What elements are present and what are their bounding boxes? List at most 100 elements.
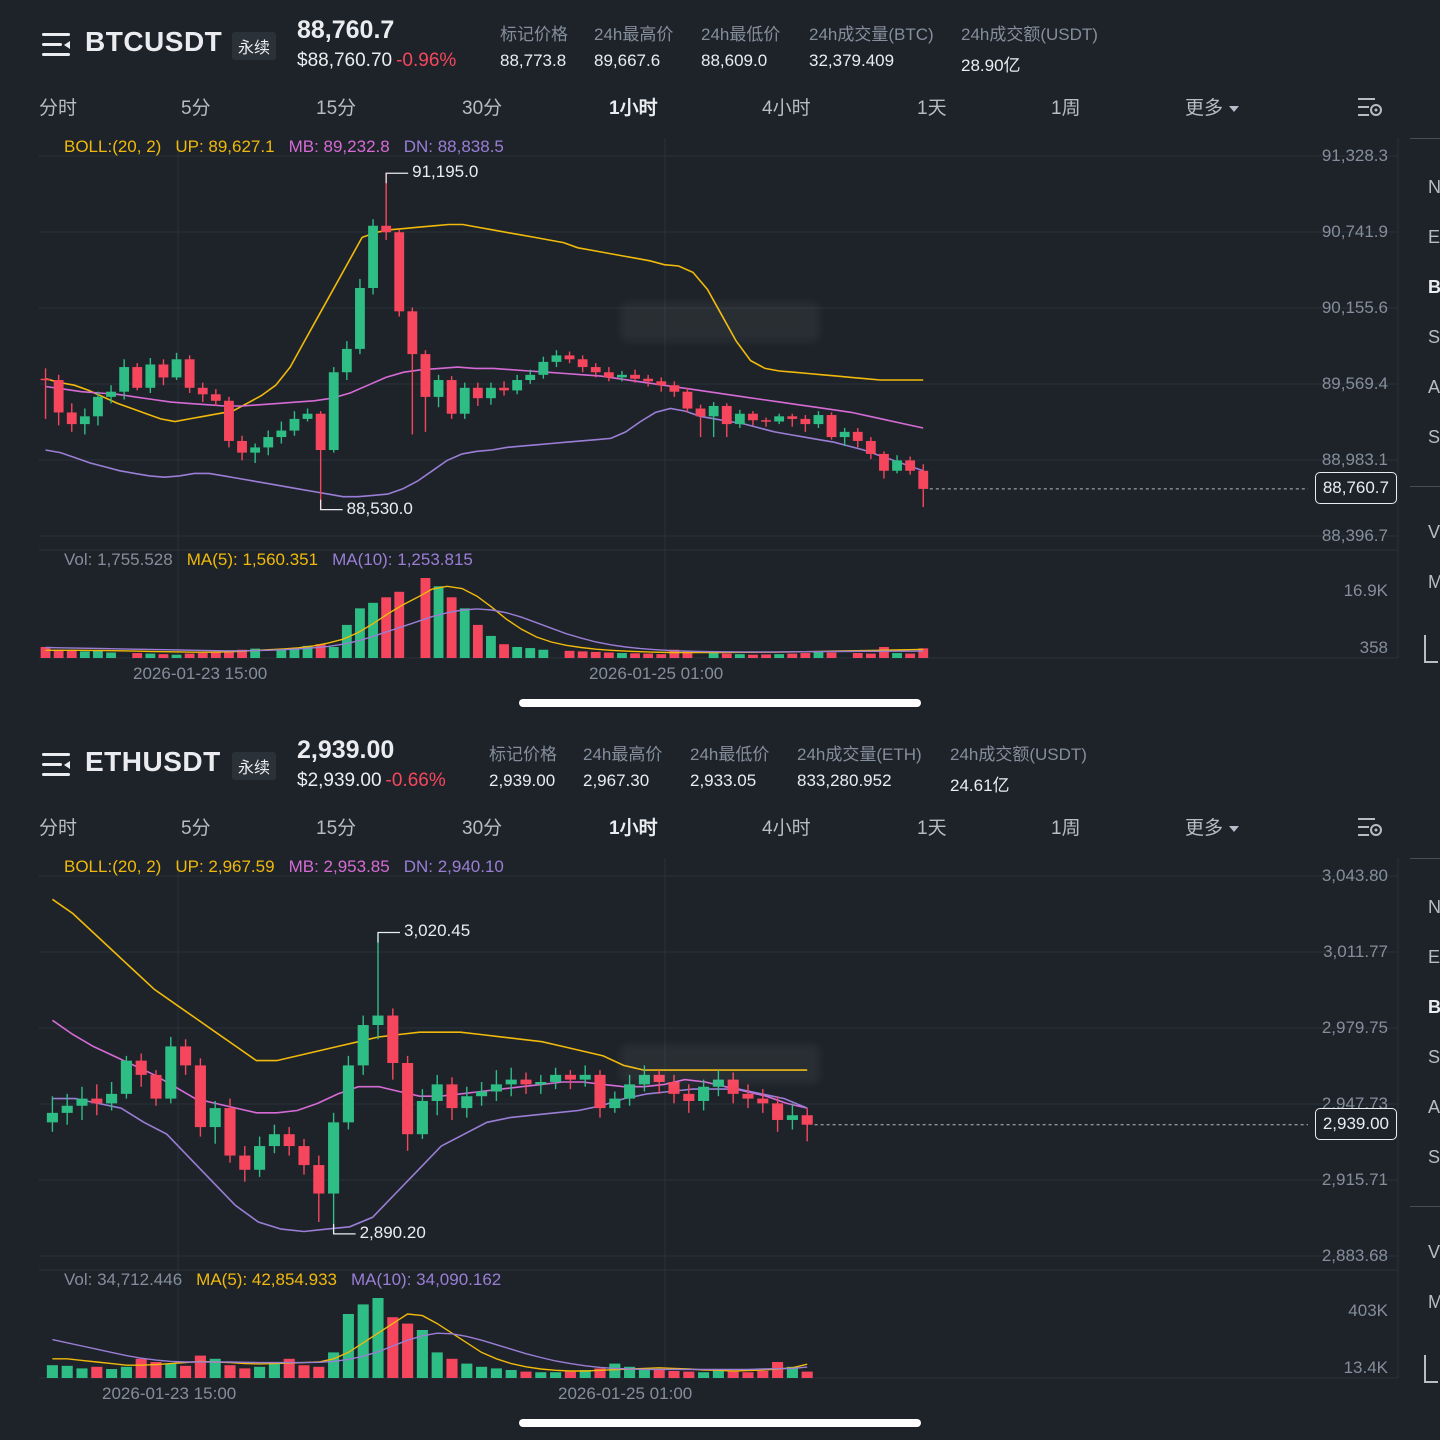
volume-ma10-line bbox=[45, 608, 924, 653]
volume-bar bbox=[852, 653, 863, 658]
tab-timeframe[interactable]: 更多 bbox=[1185, 93, 1240, 120]
volume-bar bbox=[387, 1317, 399, 1378]
volume-axis-label: 13.4K bbox=[1343, 1358, 1388, 1377]
tab-timeframe[interactable]: 1周 bbox=[1051, 93, 1081, 120]
candle-body bbox=[145, 364, 156, 388]
menu-lines-icon[interactable] bbox=[42, 32, 74, 58]
tab-label: 15分 bbox=[316, 818, 357, 839]
candle-body bbox=[698, 1086, 710, 1101]
volume-bar bbox=[368, 602, 378, 658]
volume-bar bbox=[879, 646, 889, 658]
candle-body bbox=[224, 400, 234, 441]
candle-body bbox=[721, 405, 732, 425]
volume-bar bbox=[66, 650, 77, 658]
tab-timeframe[interactable]: 5分 bbox=[181, 93, 211, 120]
candle-body bbox=[712, 1079, 724, 1087]
tab-timeframe[interactable]: 1小时 bbox=[609, 813, 658, 840]
tab-timeframe[interactable]: 1天 bbox=[917, 813, 947, 840]
tab-timeframe[interactable]: 30分 bbox=[462, 813, 502, 840]
scroll-indicator[interactable] bbox=[519, 1419, 921, 1427]
candle-body bbox=[46, 1112, 58, 1123]
y-axis-label: 89,569.4 bbox=[1321, 374, 1388, 393]
candle-body bbox=[594, 1074, 606, 1109]
volume-bar bbox=[276, 649, 287, 658]
candle-body bbox=[446, 1084, 458, 1109]
high-marker bbox=[385, 172, 409, 184]
symbol-title[interactable]: BTCUSDT bbox=[85, 26, 223, 57]
stat-item: 24h最高价 89,667.6 bbox=[594, 20, 673, 71]
volume-bar bbox=[538, 649, 549, 658]
tab-timeframe[interactable]: 分时 bbox=[39, 93, 77, 120]
candle-body bbox=[748, 413, 758, 421]
volume-bar bbox=[668, 1370, 680, 1378]
volume-bar bbox=[905, 653, 916, 658]
candle-body bbox=[786, 1115, 798, 1120]
menu-lines-icon[interactable] bbox=[42, 752, 74, 778]
candle-body bbox=[431, 1084, 443, 1101]
tab-timeframe[interactable]: 15分 bbox=[316, 813, 356, 840]
tab-timeframe[interactable]: 15分 bbox=[316, 93, 356, 120]
candle-body bbox=[40, 378, 51, 381]
volume-bar bbox=[594, 1368, 606, 1378]
tab-timeframe[interactable]: 4小时 bbox=[762, 813, 811, 840]
candle-body bbox=[210, 394, 221, 401]
tab-timeframe[interactable]: 分时 bbox=[39, 813, 77, 840]
tab-timeframe[interactable]: 1小时 bbox=[609, 93, 658, 120]
chart-bar-icon[interactable] bbox=[1424, 1355, 1438, 1383]
tab-timeframe[interactable]: 更多 bbox=[1185, 813, 1240, 840]
y-axis-label: 2,915.71 bbox=[1321, 1170, 1388, 1189]
chart-settings-icon[interactable] bbox=[1357, 816, 1383, 838]
chart-settings-icon[interactable] bbox=[1357, 96, 1383, 118]
candle-body bbox=[603, 372, 614, 378]
candle-body bbox=[158, 364, 169, 378]
candle-body bbox=[150, 1074, 162, 1099]
candle-body bbox=[564, 1074, 576, 1080]
eth-panel: ETHUSDT 永续 2,939.00 $2,939.00 -0.66% 标记价格 2,93… bbox=[0, 720, 1440, 1440]
volume-bar bbox=[313, 1366, 325, 1378]
candle-body bbox=[209, 1108, 221, 1128]
x-axis-label: 2026-01-25 01:00 bbox=[558, 1384, 693, 1403]
candle-body bbox=[774, 416, 785, 422]
boll-name: BOLL:(20, 2) bbox=[64, 857, 162, 876]
tab-timeframe[interactable]: 5分 bbox=[181, 813, 211, 840]
candle-body bbox=[446, 380, 457, 414]
volume-bar bbox=[742, 1372, 754, 1378]
price-chart[interactable] bbox=[0, 720, 1440, 1440]
candle-body bbox=[132, 367, 143, 388]
tab-timeframe[interactable]: 4小时 bbox=[762, 93, 811, 120]
boll-up-line bbox=[45, 223, 924, 423]
price-chart[interactable] bbox=[0, 0, 1440, 720]
tab-timeframe[interactable]: 1天 bbox=[917, 93, 947, 120]
chart-bar-icon[interactable] bbox=[1424, 635, 1438, 663]
volume-bar bbox=[564, 650, 575, 658]
volume-bar bbox=[209, 1358, 221, 1378]
candle-body bbox=[106, 391, 116, 397]
y-axis-label: 3,043.80 bbox=[1321, 866, 1388, 885]
symbol-title[interactable]: ETHUSDT bbox=[85, 746, 221, 777]
candle-body bbox=[341, 348, 352, 373]
volume-ma10-line bbox=[52, 1332, 808, 1371]
candle-body bbox=[79, 416, 90, 425]
tab-timeframe[interactable]: 30分 bbox=[462, 93, 502, 120]
tab-label: 4小时 bbox=[762, 818, 811, 839]
stat-value: 88,609.0 bbox=[701, 51, 768, 70]
side-label: N bbox=[1428, 177, 1440, 197]
tab-label: 1小时 bbox=[609, 818, 658, 839]
y-axis-label: 2,979.75 bbox=[1321, 1018, 1388, 1037]
tab-timeframe[interactable]: 1周 bbox=[1051, 813, 1081, 840]
volume-bar bbox=[91, 1366, 103, 1378]
side-label: S bbox=[1428, 1047, 1440, 1067]
boll-dn-line bbox=[52, 1088, 808, 1233]
scroll-indicator[interactable] bbox=[519, 699, 921, 707]
tab-label: 4小时 bbox=[762, 98, 811, 119]
volume-axis-label: 403K bbox=[1348, 1301, 1388, 1320]
volume-bar bbox=[446, 1358, 458, 1378]
candle-body bbox=[761, 420, 771, 422]
candle-body bbox=[490, 1084, 502, 1092]
boll-mb: MB: 89,232.8 bbox=[288, 137, 390, 156]
stat-item: 标记价格 88,773.8 bbox=[500, 20, 568, 71]
volume-bar bbox=[630, 653, 640, 658]
y-axis-label: 90,741.9 bbox=[1321, 222, 1388, 241]
candle-body bbox=[486, 387, 496, 399]
usd-price-row: $2,939.00 -0.66% bbox=[297, 770, 446, 792]
